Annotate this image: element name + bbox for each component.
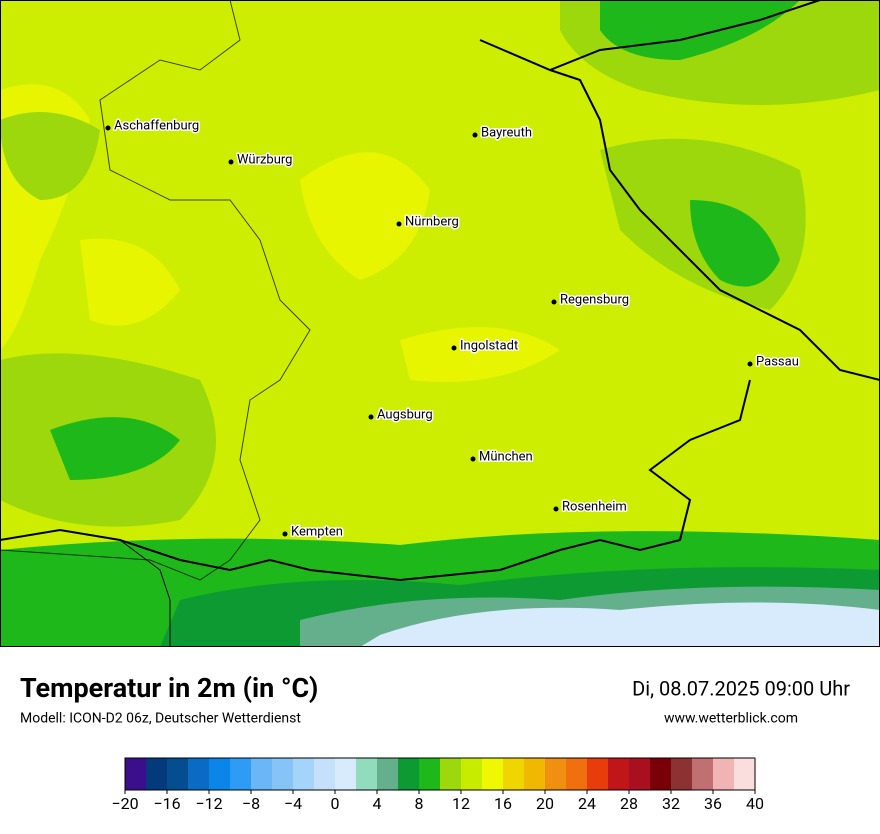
colorbar-tick-label: 40 (746, 794, 764, 813)
colorbar-tick-label: 32 (662, 794, 680, 813)
colorbar-segment (524, 758, 545, 790)
city-dot (228, 159, 234, 165)
colorbar-segment (566, 758, 587, 790)
colorbar-segment (545, 758, 566, 790)
city-label: Kempten (291, 524, 343, 539)
city-label: Nürnberg (405, 214, 459, 229)
colorbar-segment (167, 758, 188, 790)
city-dot (470, 456, 476, 462)
colorbar-tick-label: −20 (111, 794, 138, 813)
colorbar-segment (188, 758, 209, 790)
colorbar-segment (419, 758, 440, 790)
colorbar: −20 −16 −12 −8 −4 0 4 8 12 16 20 24 28 32 36 40 (111, 757, 764, 813)
colorbar-segment (671, 758, 692, 790)
warm-area (80, 238, 180, 326)
cool-area (600, 0, 800, 60)
colorbar-segment (629, 758, 650, 790)
colorbar-segment (482, 758, 503, 790)
cool-area (690, 200, 780, 287)
colorbar-tick-label: 28 (620, 794, 638, 813)
colorbar-segment (398, 758, 419, 790)
colorbar-segment (713, 758, 734, 790)
colorbar-segment (356, 758, 377, 790)
colorbar-segment (272, 758, 293, 790)
colorbar-segment (608, 758, 629, 790)
colorbar-tick-label: 0 (331, 794, 340, 813)
colorbar-tick-label: −16 (153, 794, 180, 813)
model-info: Modell: ICON-D2 06z, Deutscher Wetterdie… (20, 711, 301, 727)
colorbar-tick-label: −8 (242, 794, 260, 813)
city-label: Würzburg (237, 152, 293, 167)
colorbar-segment (692, 758, 713, 790)
colorbar-tick-label: −4 (284, 794, 302, 813)
city-label: Passau (756, 354, 799, 369)
colorbar-segment (314, 758, 335, 790)
colorbar-segment (251, 758, 272, 790)
colorbar-segment (440, 758, 461, 790)
city-dot (368, 414, 374, 420)
website: www.wetterblick.com (664, 711, 798, 727)
colorbar-tick-label: 4 (373, 794, 382, 813)
city-dot (105, 125, 111, 131)
cool-area (0, 112, 100, 200)
colorbar-tick-label: 8 (415, 794, 424, 813)
cool-area (50, 417, 180, 480)
city-dot (282, 531, 288, 537)
city-dot (396, 221, 402, 227)
city-label: München (479, 449, 533, 464)
colorbar-segment (335, 758, 356, 790)
colorbar-segment (125, 758, 146, 790)
city-dot (551, 299, 557, 305)
city-dot (747, 361, 753, 367)
colorbar-tick-label: 24 (578, 794, 596, 813)
warm-area (300, 152, 430, 280)
map: Aschaffenburg Würzburg Bayreuth Nürnberg Reg… (0, 0, 880, 647)
colorbar-tick-label: 36 (704, 794, 722, 813)
colorbar-segment (209, 758, 230, 790)
colorbar-segment (230, 758, 251, 790)
colorbar-segment (734, 758, 755, 790)
city-label: Bayreuth (481, 125, 532, 140)
colorbar-tick-label: 20 (536, 794, 554, 813)
colorbar-tick-label: −12 (195, 794, 222, 813)
colorbar-tick-label: 16 (494, 794, 512, 813)
colorbar-segment (293, 758, 314, 790)
colorbar-segment (650, 758, 671, 790)
alps (360, 602, 880, 647)
datetime: Di, 08.07.2025 09:00 Uhr (632, 676, 850, 700)
city-label: Aschaffenburg (114, 118, 199, 133)
colorbar-segment (377, 758, 398, 790)
city-label: Regensburg (560, 292, 629, 307)
colorbar-segment (146, 758, 167, 790)
city-dot (553, 506, 559, 512)
city-dot (472, 132, 478, 138)
colorbar-segment (503, 758, 524, 790)
colorbar-tick-label: 12 (452, 794, 470, 813)
colorbar-segment (461, 758, 482, 790)
city-label: Rosenheim (562, 499, 627, 514)
city-labels: Aschaffenburg Würzburg Bayreuth Nürnberg Reg… (105, 117, 800, 541)
city-dot (451, 345, 457, 351)
border (0, 379, 751, 582)
border (549, 69, 880, 381)
border (119, 539, 171, 647)
city-label: Augsburg (377, 407, 433, 422)
warm-area (400, 327, 560, 382)
title: Temperatur in 2m (in °C) (20, 672, 318, 704)
colorbar-segment (587, 758, 608, 790)
city-label: Ingolstadt (460, 338, 518, 353)
border (0, 0, 311, 581)
colorbar-frame (124, 757, 756, 791)
border (479, 0, 821, 72)
